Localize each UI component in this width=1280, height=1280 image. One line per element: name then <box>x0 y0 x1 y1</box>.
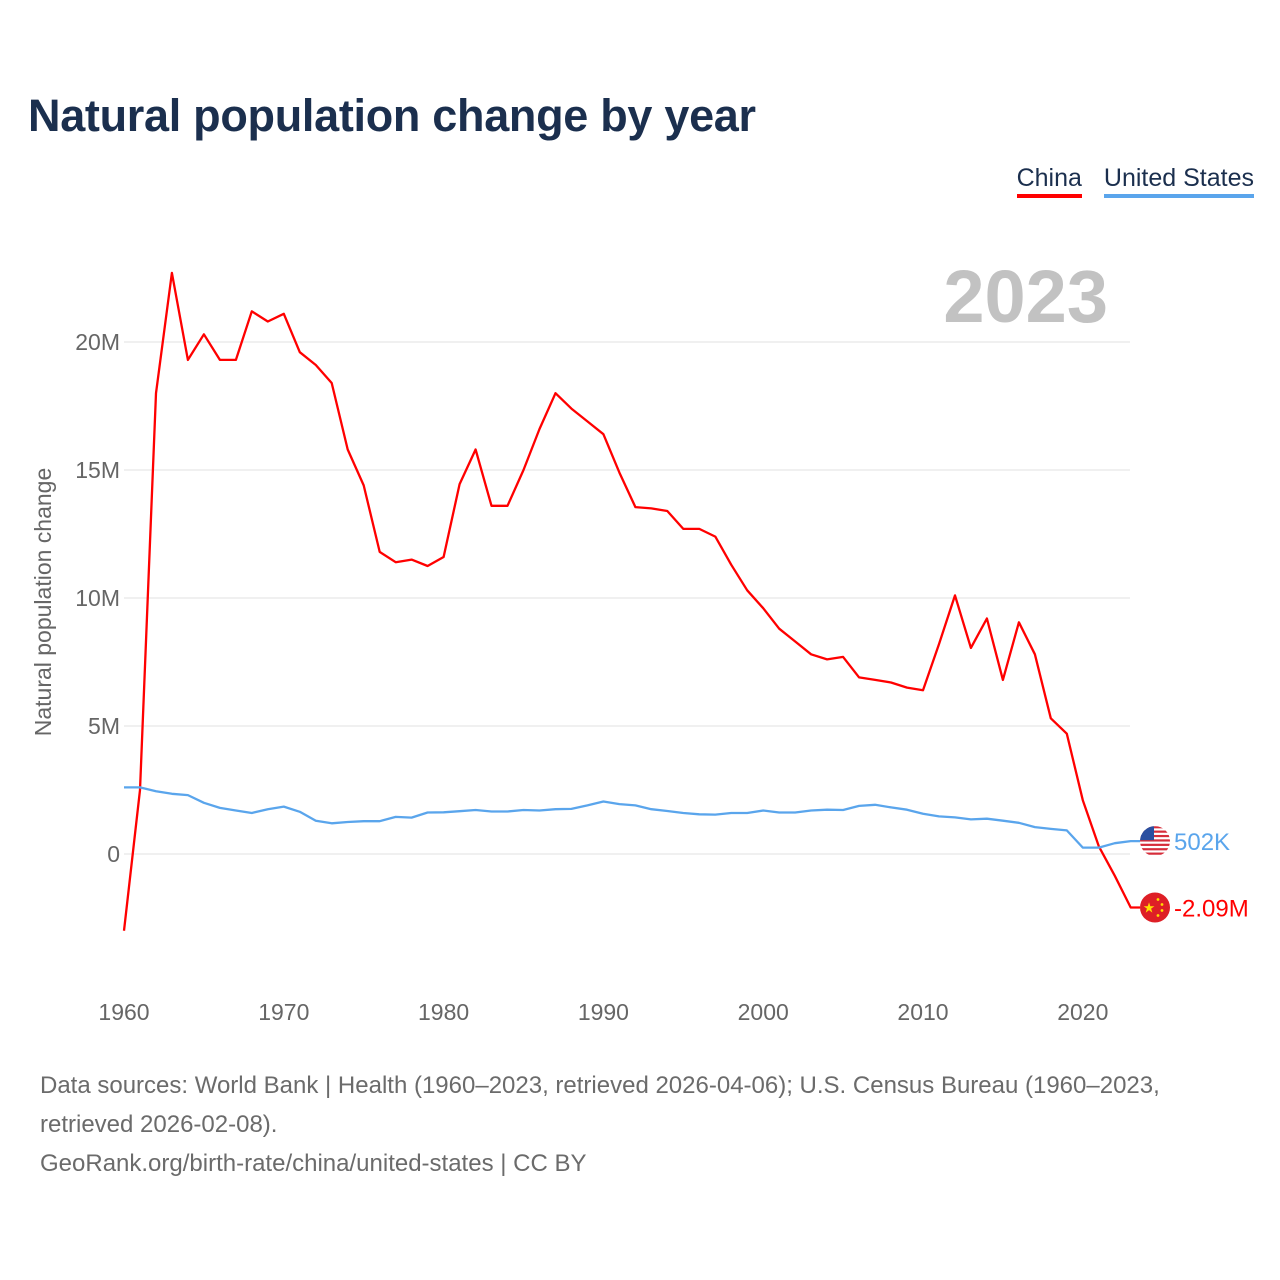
y-tick-label: 5M <box>88 713 120 739</box>
x-tick-label: 2020 <box>1057 999 1108 1025</box>
legend-item-united-states[interactable]: United States <box>1103 164 1254 198</box>
flag-small-star <box>1156 898 1160 901</box>
flag-stripe <box>1140 830 1170 833</box>
x-tick-label: 1980 <box>418 999 469 1025</box>
us-flag-body <box>1140 826 1170 857</box>
legend: China United States <box>1016 164 1254 198</box>
x-tick-label: 2000 <box>738 999 789 1025</box>
data-sources: Data sources: World Bank | Health (1960–… <box>40 1072 1160 1138</box>
y-axis-ticks: 0 5M 10M 15M 20M <box>75 329 120 867</box>
y-axis-label: Natural population change <box>30 468 56 737</box>
y-tick-label: 20M <box>75 329 120 355</box>
flag-stripe <box>1140 852 1170 855</box>
x-axis-ticks: 1960 1970 1980 1990 2000 2010 2020 <box>98 999 1108 1025</box>
x-tick-label: 1990 <box>578 999 629 1025</box>
x-tick-label: 1960 <box>98 999 149 1025</box>
flag-bg <box>1140 892 1170 923</box>
flag-stripe <box>1140 826 1170 829</box>
footer: Data sources: World Bank | Health (1960–… <box>40 1066 1250 1183</box>
x-tick-label: 2010 <box>897 999 948 1025</box>
flag-small-star <box>1160 903 1164 906</box>
flag-stripe <box>1140 834 1170 838</box>
y-tick-label: 0 <box>107 841 120 867</box>
line-chart: 0 5M 10M 15M 20M 1960 1970 1980 1990 2000 2010 202… <box>30 255 1249 1025</box>
us-flag-icon <box>1140 826 1170 857</box>
flag-canton <box>1140 826 1154 841</box>
series-lines <box>122 271 1140 931</box>
flag-stripe <box>1140 839 1170 842</box>
gridlines <box>124 341 1130 855</box>
chart-title: Natural population change by year <box>28 90 756 141</box>
china-flag-icon: ★ <box>1140 892 1170 923</box>
series-line-china <box>122 271 1140 931</box>
year-watermark: 2023 <box>943 255 1108 338</box>
x-tick-label: 1970 <box>258 999 309 1025</box>
source-link[interactable]: GeoRank.org/birth-rate/china/united-stat… <box>40 1150 587 1177</box>
end-labels: ★ -2.09M 502K <box>1140 826 1249 923</box>
flag-star: ★ <box>1143 900 1156 916</box>
y-tick-label: 10M <box>75 585 120 611</box>
flag-small-star <box>1160 909 1164 912</box>
legend-item-china[interactable]: China <box>1016 164 1082 198</box>
series-line-united-states <box>124 786 1140 849</box>
end-label-china: -2.09M <box>1174 896 1249 923</box>
flag-stripe <box>1140 843 1170 846</box>
flag-small-star <box>1156 914 1160 917</box>
y-tick-label: 15M <box>75 457 120 483</box>
end-label-united-states: 502K <box>1174 829 1230 856</box>
flag-stripe <box>1140 848 1170 851</box>
